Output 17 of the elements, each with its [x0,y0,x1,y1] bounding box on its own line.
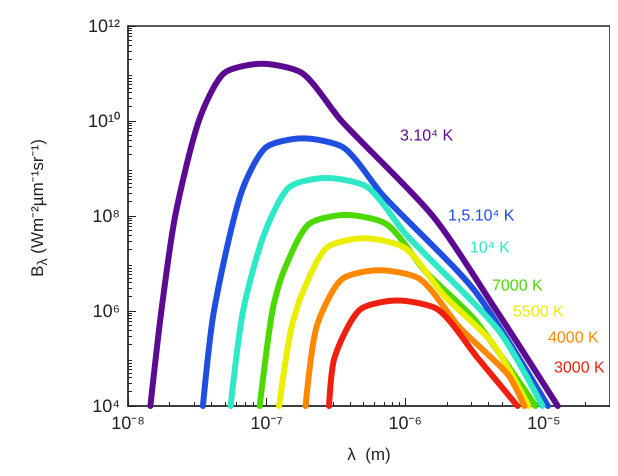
x-axis-title: λ (m) [347,445,391,464]
x-tick-label: 10⁻⁸ [111,413,145,433]
y-tick-label: 10⁸ [92,206,120,226]
text: 3000 K [554,360,606,376]
y-tick-label: 10¹² [88,16,120,36]
series-label: 7000 K [492,278,544,294]
x-tick-label: 10⁻⁶ [388,413,422,433]
series-label: 10⁴ K [470,240,510,256]
y-tick-label: 10⁴ [92,396,120,416]
series-label: 5500 K [513,304,564,320]
y-tick-label: 10¹⁰ [88,111,120,131]
y-tick-label: 10⁶ [92,301,120,321]
series-label: 1,5.10⁴ K [448,208,515,224]
x-tick-label: 10⁻⁵ [527,413,561,433]
text: 4000 K [548,330,600,346]
x-tick-label: 10⁻⁷ [250,413,283,433]
series-label: 3.10⁴ K [400,128,454,144]
